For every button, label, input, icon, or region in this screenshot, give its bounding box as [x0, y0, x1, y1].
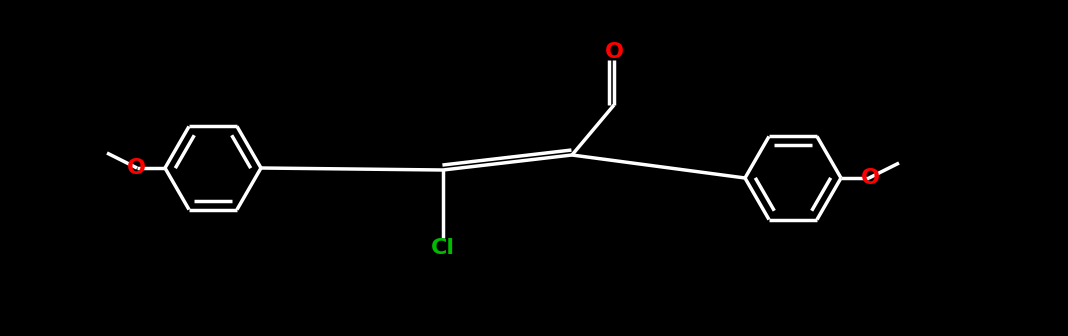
Text: Cl: Cl: [431, 238, 455, 258]
Text: O: O: [604, 42, 624, 62]
Text: O: O: [126, 158, 145, 178]
Text: O: O: [861, 168, 880, 188]
